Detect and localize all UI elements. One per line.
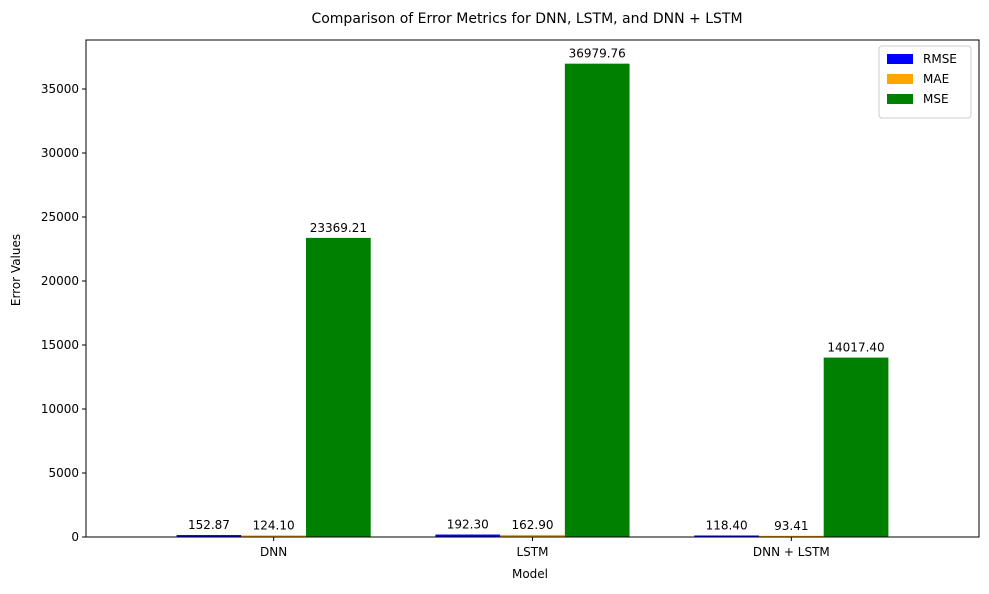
- legend-label-rmse: RMSE: [923, 52, 957, 66]
- y-tick-label: 20000: [41, 274, 79, 288]
- legend-swatch-mae: [887, 74, 913, 84]
- bar-mae-3: [758, 535, 824, 537]
- data-label: 23369.21: [310, 221, 367, 235]
- data-label: 93.41: [774, 519, 808, 533]
- bar-mae-2: [500, 534, 565, 537]
- x-tick-label: LSTM: [517, 545, 549, 559]
- y-tick-label: 30000: [41, 146, 79, 160]
- bar-mae-1: [241, 535, 307, 537]
- y-tick-label: 5000: [48, 466, 79, 480]
- x-tick-label: DNN: [260, 545, 287, 559]
- bar-mse-1: [306, 237, 371, 537]
- chart-title: Comparison of Error Metrics for DNN, LST…: [311, 11, 742, 27]
- data-labels-layer: 152.87 192.30 118.40 124.10 162.90 93.41 23369…: [188, 47, 885, 533]
- data-label: 36979.76: [569, 47, 626, 61]
- x-axis-label: Model: [512, 567, 548, 581]
- data-label: 118.40: [706, 518, 748, 532]
- data-label: 152.87: [188, 518, 230, 532]
- axes-layer: 0 5000 10000 15000 20000 25000 30000 35000 DNN LS…: [41, 39, 980, 559]
- bar-rmse-3: [694, 535, 759, 537]
- y-tick-label: 35000: [41, 82, 79, 96]
- bars-layer: [176, 63, 889, 537]
- legend-label-mse: MSE: [923, 92, 949, 106]
- data-label: 162.90: [512, 518, 554, 532]
- legend-swatch-rmse: [887, 54, 913, 64]
- bar-mse-2: [564, 63, 630, 537]
- y-tick-label: 0: [71, 530, 79, 544]
- x-tick-label: DNN + LSTM: [753, 545, 830, 559]
- bar-rmse-1: [176, 535, 242, 537]
- legend-swatch-mse: [887, 94, 913, 104]
- legend: RMSE MAE MSE: [878, 45, 972, 119]
- y-tick-label: 25000: [41, 210, 79, 224]
- data-label: 14017.40: [827, 341, 884, 355]
- legend-label-mae: MAE: [923, 72, 949, 86]
- y-axis-label: Error Values: [9, 234, 23, 306]
- data-label: 192.30: [447, 518, 489, 532]
- y-tick-label: 10000: [41, 402, 79, 416]
- y-tick-label: 15000: [41, 338, 79, 352]
- bar-rmse-2: [435, 534, 501, 537]
- data-label: 124.10: [253, 518, 295, 532]
- bar-mse-3: [823, 357, 889, 537]
